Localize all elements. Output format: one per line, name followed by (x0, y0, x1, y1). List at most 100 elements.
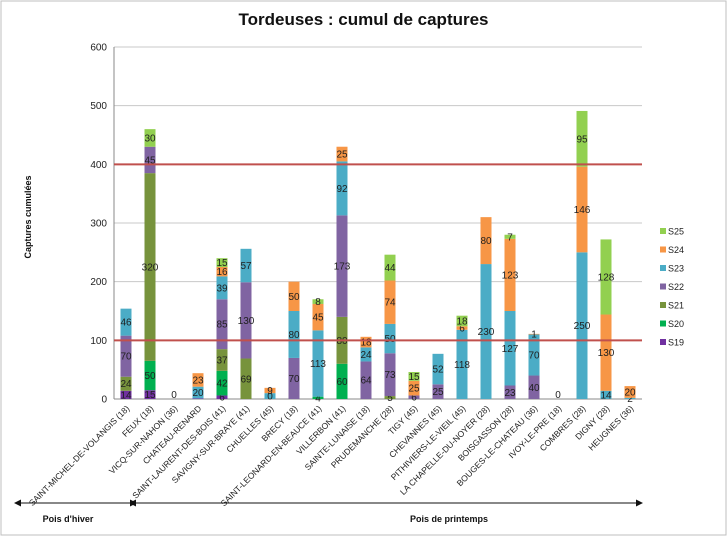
data-label: 92 (336, 184, 348, 195)
group-arrow-head-right (636, 499, 643, 507)
legend-label-s23: S23 (668, 264, 684, 274)
data-label: 37 (216, 355, 228, 366)
data-label: 80 (480, 236, 492, 247)
y-tick-label: 0 (101, 395, 107, 406)
data-label: 40 (528, 383, 540, 394)
legend-swatch-s20 (660, 320, 666, 327)
data-label: 20 (192, 388, 204, 399)
data-label: 64 (360, 376, 372, 387)
legend-label-s25: S25 (668, 227, 684, 237)
bar-segment-s25 (456, 315, 468, 327)
group-arrow-head-left (129, 499, 136, 507)
bar-segment-s24 (192, 373, 204, 387)
data-label: 18 (456, 316, 468, 327)
data-label: 16 (216, 267, 228, 278)
data-label: 0 (555, 390, 561, 401)
data-label: 130 (238, 316, 255, 327)
data-label: 23 (192, 375, 204, 386)
data-label: 74 (384, 298, 396, 309)
bar-segment-s24 (360, 336, 372, 348)
data-label: 50 (144, 371, 156, 382)
bar-segment-s24 (504, 238, 516, 311)
group-label: Pois de printemps (410, 514, 488, 524)
bar-segment-s23 (264, 393, 276, 399)
data-label: 44 (384, 263, 396, 274)
data-label: 50 (288, 292, 300, 303)
legend-swatch-s19 (660, 339, 666, 345)
data-label: 1 (531, 330, 537, 341)
x-tick-label: SAINT-MICHEL-DE-VOLANGIS (18) (27, 403, 132, 508)
bar-segment-s24 (288, 281, 300, 311)
data-label: 320 (142, 263, 159, 274)
data-label: 24 (360, 350, 372, 361)
bar-segment-s24 (384, 280, 396, 324)
bar-segment-s20 (312, 396, 324, 399)
bar-segment-s22 (216, 299, 228, 350)
data-label: 173 (334, 262, 351, 273)
bar-segment-s21 (144, 173, 156, 361)
data-label: 69 (240, 374, 252, 385)
data-label: 39 (216, 283, 228, 294)
data-label: 6 (459, 324, 465, 335)
bar-segment-s24 (312, 303, 324, 331)
bar-segment-s23 (456, 329, 468, 399)
legend-swatch-s25 (660, 228, 666, 234)
group-label: Pois d'hiver (43, 514, 94, 524)
data-label: 118 (454, 360, 470, 371)
data-label: 128 (598, 272, 615, 283)
data-label: 4 (315, 393, 321, 404)
legend-label-s24: S24 (668, 245, 684, 255)
bar-segment-s23 (336, 161, 348, 216)
data-label: 24 (120, 379, 132, 390)
bar-segment-s24 (264, 387, 276, 394)
data-label: 230 (478, 327, 495, 338)
legend-label-s19: S19 (668, 338, 684, 348)
legend-swatch-s22 (660, 283, 666, 290)
data-label: 15 (408, 372, 420, 383)
data-label: 5 (387, 393, 393, 404)
bar-segment-s24 (528, 333, 540, 335)
data-label: 14 (120, 390, 132, 401)
bar-segment-s23 (432, 353, 444, 385)
bar-segment-s24 (480, 217, 492, 265)
data-label: 113 (310, 359, 326, 370)
data-label: 80 (288, 330, 300, 341)
data-label: 23 (504, 388, 516, 399)
bar-segment-s24 (216, 267, 228, 277)
bar-segment-s19 (216, 395, 228, 399)
bar-segment-s25 (312, 299, 324, 304)
bar-segment-s22 (288, 357, 300, 399)
y-tick-label: 500 (90, 101, 107, 112)
bar-segment-s25 (144, 129, 156, 147)
y-tick-label: 400 (90, 160, 107, 171)
data-label: 46 (120, 318, 132, 329)
legend-swatch-s21 (660, 302, 666, 308)
y-tick-label: 600 (90, 43, 107, 54)
data-label: 14 (600, 390, 612, 401)
bar-segment-s21 (120, 376, 132, 391)
data-label: 6 (411, 393, 417, 404)
data-label: 45 (144, 155, 156, 166)
bar-segment-s23 (576, 252, 588, 399)
data-label: 8 (315, 297, 321, 308)
bar-segment-s23 (192, 386, 204, 399)
bar-segment-s19 (144, 390, 156, 399)
bar-segment-s21 (240, 358, 252, 399)
bar-segment-s24 (336, 146, 348, 162)
legend-swatch-s24 (660, 246, 666, 253)
y-tick-label: 200 (90, 277, 107, 288)
y-tick-label: 300 (90, 219, 107, 230)
bar-segment-s22 (408, 395, 420, 399)
bar-segment-s23 (360, 347, 372, 362)
bar-segment-s22 (528, 375, 540, 399)
legend-label-s20: S20 (668, 319, 684, 329)
bar-segment-s25 (600, 239, 612, 315)
bar-segment-s22 (360, 361, 372, 399)
bar-segment-s22 (384, 353, 396, 397)
data-label: 73 (384, 370, 396, 381)
legend-label-s21: S21 (668, 301, 684, 311)
data-label: 60 (336, 377, 348, 388)
bar-segment-s20 (336, 363, 348, 399)
